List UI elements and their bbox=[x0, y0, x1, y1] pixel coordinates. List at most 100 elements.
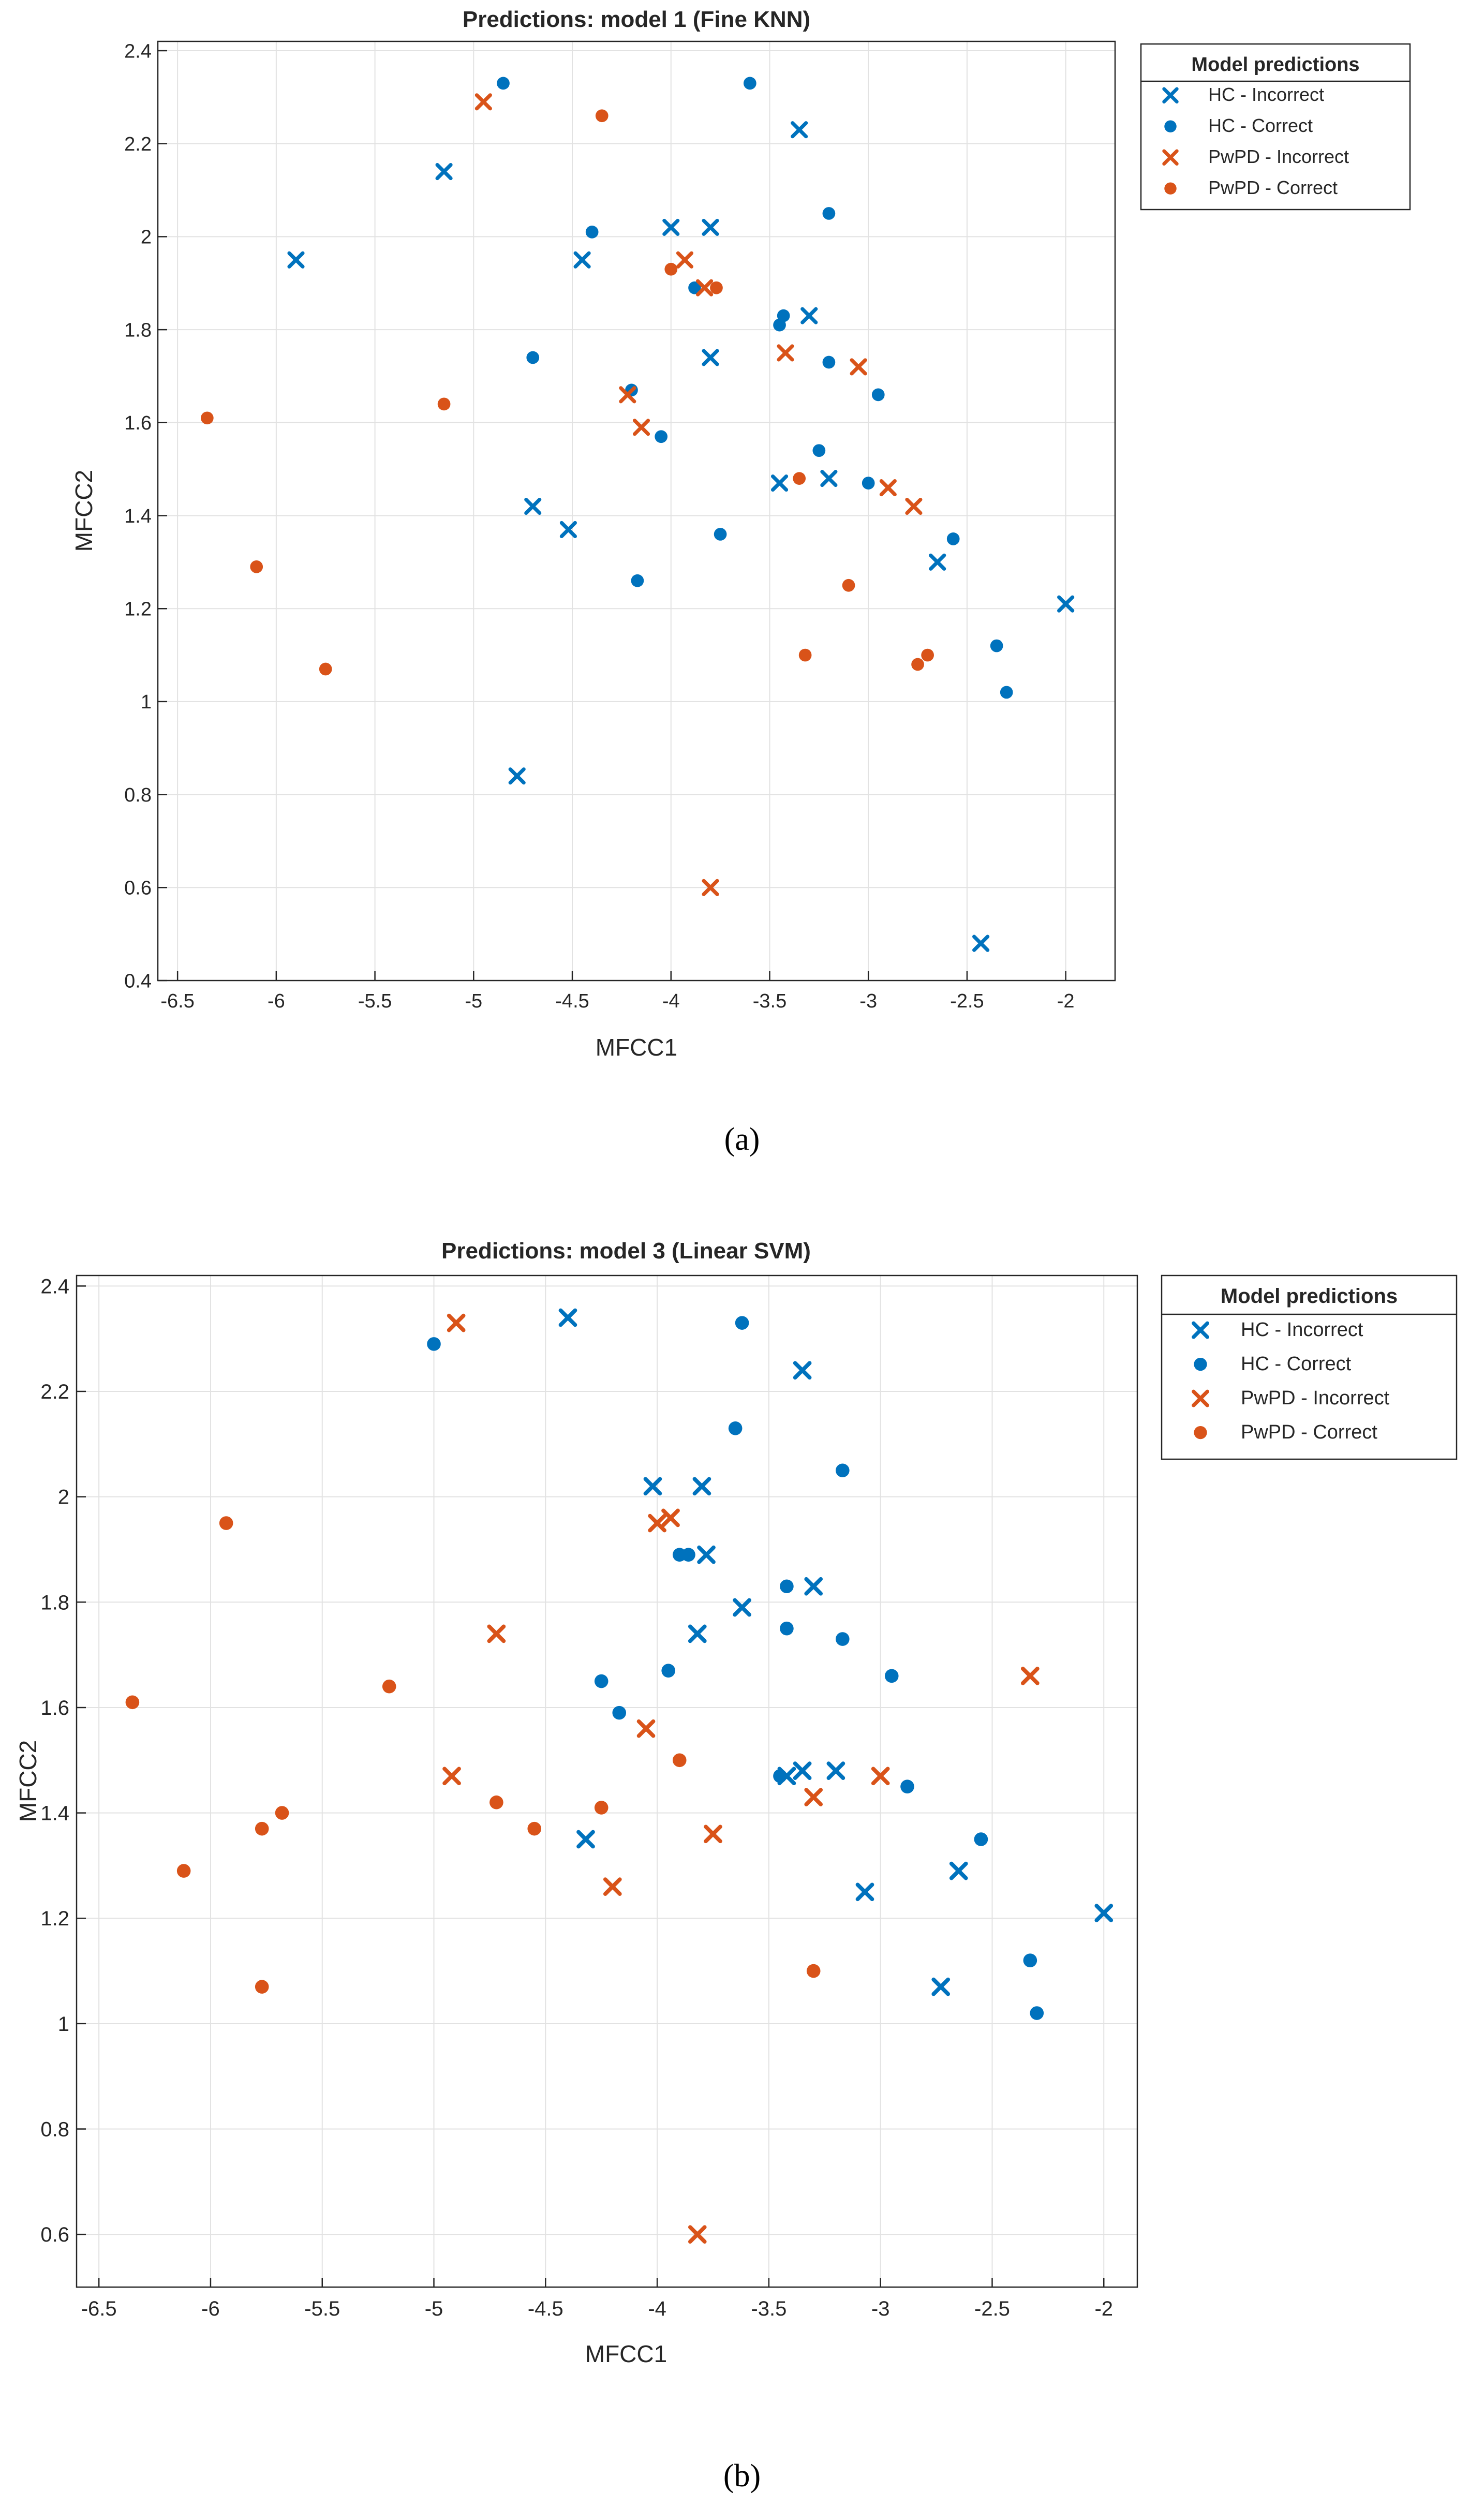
chart-a-point-hc-incorrect: HC - Incorrect (-3.2, 1.48) bbox=[820, 470, 838, 487]
chart-b-legend-label-hc-correct: HC - Correct bbox=[1241, 1353, 1352, 1375]
chart-b-point-hc-incorrect: HC - Incorrect (-2, 1.21) bbox=[1094, 1904, 1114, 1922]
chart-b-point-hc-incorrect: HC - Incorrect (-3.8, 2.02) bbox=[692, 1477, 711, 1496]
chart-b-x-tick-label: -2 bbox=[1094, 2297, 1113, 2320]
chart-b-point-hc-incorrect: HC - Incorrect (-3.35, 1.48) bbox=[793, 1761, 812, 1780]
chart-b-point-hc-correct: HC - Correct (-3.17, 1.73) bbox=[836, 1632, 850, 1646]
chart-b-point-hc-correct: HC - Correct (-3.45, 1.47) bbox=[773, 1769, 787, 1783]
chart-b-x-tick-label: -5 bbox=[425, 2297, 443, 2320]
chart-b-point-pwpd-incorrect: PwPD - Incorrect (-4.72, 1.74) bbox=[487, 1624, 506, 1643]
chart-a-x-tick-label: -3.5 bbox=[753, 990, 786, 1012]
chart-a-point-pwpd-correct: PwPD - Correct (-4, 1.93) bbox=[664, 262, 678, 276]
chart-a-point-pwpd-correct: PwPD - Correct (-3.1, 1.25) bbox=[842, 578, 855, 592]
chart-b-point-pwpd-incorrect: PwPD - Incorrect (-2.33, 1.66) bbox=[1020, 1667, 1040, 1685]
chart-b-legend-marker-hc-correct bbox=[1194, 1357, 1207, 1371]
chart-a-x-tick-label: -2.5 bbox=[950, 990, 984, 1012]
chart-b-point-pwpd-correct: PwPD - Correct (-5.2, 1.64) bbox=[382, 1679, 396, 1694]
chart-b-point-hc-correct: HC - Correct (-3.42, 1.83) bbox=[780, 1579, 794, 1594]
chart-a-point-pwpd-incorrect: PwPD - Incorrect (-4.22, 1.66) bbox=[619, 386, 636, 404]
chart-b-point-pwpd-incorrect: PwPD - Incorrect (-3.94, 1.96) bbox=[661, 1508, 680, 1527]
chart-b-x-axis-label: MFCC1 bbox=[585, 2340, 667, 2367]
chart-b-points: HC - Incorrect (-4.4, 2.34) HC - Incorrec… bbox=[125, 1308, 1114, 2244]
chart-a-point-pwpd-incorrect: PwPD - Incorrect (-4.95, 2.29) bbox=[474, 93, 492, 111]
chart-b-point-hc-incorrect: HC - Incorrect (-3.35, 2.24) bbox=[793, 1361, 812, 1380]
chart-b-point-pwpd-incorrect: PwPD - Incorrect (-4, 1.95) bbox=[648, 1514, 666, 1533]
chart-a-y-tick-label: 1 bbox=[141, 691, 152, 713]
chart-a-y-tick-label: 0.6 bbox=[124, 878, 152, 899]
chart-a-y-tick-label: 1.8 bbox=[124, 319, 152, 341]
chart-b-y-tick-label: 2.4 bbox=[40, 1275, 69, 1298]
chart-b-point-pwpd-correct: PwPD - Correct (-4.72, 1.42) bbox=[489, 1795, 503, 1809]
chart-a-x-tick-label: -6 bbox=[268, 990, 285, 1012]
chart-b-legend-marker-hc-incorrect bbox=[1192, 1321, 1209, 1339]
chart-a-y-tick-label: 2.4 bbox=[124, 40, 152, 62]
chart-b-x-tick-label: -3.5 bbox=[751, 2297, 786, 2320]
chart-b-point-pwpd-correct: PwPD - Correct (-4.25, 1.41) bbox=[594, 1801, 609, 1815]
chart-a-point-hc-incorrect: HC - Incorrect (-3.8, 1.74) bbox=[702, 349, 719, 366]
chart-a-point-pwpd-incorrect: PwPD - Incorrect (-3.05, 1.72) bbox=[850, 358, 867, 376]
chart-a-y-tick-label: 2 bbox=[141, 227, 152, 248]
chart-b-point-hc-incorrect: HC - Incorrect (-2.65, 1.29) bbox=[949, 1861, 968, 1880]
chart-a-point-hc-incorrect: HC - Incorrect (-4.78, 0.84) bbox=[508, 767, 526, 785]
chart-a-y-tick-label: 1.2 bbox=[124, 598, 152, 620]
chart-a-point-hc-incorrect: HC - Incorrect (-2.43, 0.48) bbox=[972, 934, 990, 952]
chart-b-point-hc-incorrect: HC - Incorrect (-4.4, 2.34) bbox=[558, 1308, 577, 1327]
chart-b-plot-area bbox=[76, 1274, 1138, 2288]
chart-a-point-pwpd-correct: PwPD - Correct (-4.35, 2.26) bbox=[595, 109, 609, 123]
chart-a-point-hc-incorrect: HC - Incorrect (-3.35, 2.23) bbox=[791, 121, 808, 139]
chart-a-point-hc-incorrect: HC - Incorrect (-3.45, 1.47) bbox=[770, 474, 789, 492]
chart-b-x-tick-label: -4.5 bbox=[528, 2297, 563, 2320]
chart-a-point-hc-correct: HC - Correct (-3.45, 1.81) bbox=[773, 318, 786, 332]
chart-a-ticks: -6.5 -6 -5.5 -5 -4.5 -4 -3.5 -3 -2.5 -2 0.4 0.6 0.8 1… bbox=[124, 40, 1074, 1012]
chart-b-point-pwpd-correct: PwPD - Correct (-3.9, 1.5) bbox=[672, 1753, 687, 1768]
chart-a-point-hc-incorrect: HC - Incorrect (-3.3, 1.83) bbox=[800, 307, 818, 324]
chart-a-series-hc-incorrect: HC - Incorrect (-5.9, 1.95) HC - Incorrec… bbox=[287, 121, 1075, 952]
chart-a-point-pwpd-incorrect: PwPD - Incorrect (-2.9, 1.46) bbox=[879, 479, 897, 497]
chart-a-grid bbox=[158, 41, 1115, 981]
chart-a-point-hc-correct: HC - Correct (-4.05, 1.57) bbox=[655, 430, 668, 443]
chart-b-point-hc-correct: HC - Correct (-3.65, 2.13) bbox=[728, 1421, 743, 1435]
chart-b-y-tick-label: 0.6 bbox=[40, 2223, 69, 2246]
chart-b-point-hc-incorrect: HC - Incorrect (-2.73, 1.07) bbox=[931, 1977, 951, 1996]
chart-a-point-pwpd-correct: PwPD - Correct (-3.32, 1.1) bbox=[798, 648, 812, 662]
chart-b-point-hc-correct: HC - Correct (-2.95, 1.66) bbox=[884, 1669, 899, 1683]
chart-b-series-pwpd-incorrect: PwPD - Incorrect (-4.9, 2.33) PwPD - Inco… bbox=[442, 1313, 1040, 2244]
chart-a-y-tick-label: 1.6 bbox=[124, 412, 152, 434]
chart-a-legend-label-pwpd-correct: PwPD - Correct bbox=[1208, 177, 1338, 198]
chart-b-title: Predictions: model 3 (Linear SVM) bbox=[441, 1238, 811, 1264]
chart-a-legend-label-hc-incorrect: HC - Incorrect bbox=[1208, 84, 1324, 105]
chart-b-point-pwpd-incorrect: PwPD - Incorrect (-4.05, 1.56) bbox=[636, 1719, 656, 1738]
chart-a-point-hc-correct: HC - Correct (-3.2, 2.05) bbox=[822, 207, 836, 220]
chart-a-legend-entries: HC - Incorrect HC - Correct PwPD - Incorre… bbox=[1162, 84, 1349, 198]
chart-a-legend-marker-pwpd-correct bbox=[1164, 182, 1177, 195]
chart-b-caption: (b) bbox=[723, 2458, 761, 2494]
chart-a-point-hc-incorrect: HC - Incorrect (-5.15, 2.14) bbox=[435, 163, 453, 181]
chart-a-point-pwpd-correct: PwPD - Correct (-5.75, 1.07) bbox=[319, 662, 332, 676]
chart-b-point-hc-incorrect: HC - Incorrect (-3.2, 1.48) bbox=[826, 1761, 845, 1780]
chart-a-y-tick-label: 0.4 bbox=[124, 970, 152, 992]
chart-a-point-pwpd-correct: PwPD - Correct (-2.75, 1.08) bbox=[911, 658, 924, 671]
chart-b-point-pwpd-incorrect: PwPD - Incorrect (-3.82, 0.6) bbox=[688, 2225, 707, 2244]
chart-a-point-pwpd-correct: PwPD - Correct (-3.35, 1.48) bbox=[793, 472, 806, 485]
chart-a-point-hc-incorrect: HC - Incorrect (-4.45, 1.95) bbox=[573, 251, 591, 269]
chart-a-point-hc-correct: HC - Correct (-4.7, 1.74) bbox=[526, 351, 540, 364]
chart-a-series-pwpd-correct: PwPD - Correct (-4.35, 2.26) PwPD - Corre… bbox=[201, 109, 934, 676]
chart-a-plot-area bbox=[157, 40, 1116, 982]
chart-b-legend-marker-pwpd-incorrect bbox=[1192, 1389, 1209, 1407]
chart-b-point-pwpd-correct: PwPD - Correct (-6.35, 1.61) bbox=[125, 1695, 140, 1710]
chart-a-legend-label-pwpd-incorrect: PwPD - Incorrect bbox=[1208, 146, 1349, 167]
chart-b-series-hc-incorrect: HC - Incorrect (-4.4, 2.34) HC - Incorrec… bbox=[558, 1308, 1114, 1996]
chart-b-point-hc-correct: HC - Correct (-3.95, 1.67) bbox=[661, 1664, 675, 1678]
chart-b-y-tick-label: 1.2 bbox=[40, 1907, 69, 1930]
chart-a-x-tick-label: -3 bbox=[859, 990, 877, 1012]
chart-a-point-pwpd-correct: PwPD - Correct (-5.15, 1.64) bbox=[437, 397, 451, 411]
chart-b-x-tick-label: -3 bbox=[871, 2297, 890, 2320]
chart-a-point-hc-correct: HC - Correct (-2.35, 1.12) bbox=[990, 639, 1003, 652]
chart-a-legend: Model predictions HC - Incorrect HC - Cor… bbox=[1140, 43, 1411, 211]
chart-a-point-hc-incorrect: HC - Incorrect (-4.52, 1.37) bbox=[559, 521, 577, 539]
chart-b-point-pwpd-incorrect: PwPD - Incorrect (-3, 1.47) bbox=[871, 1767, 890, 1786]
chart-b-point-hc-correct: HC - Correct (-5, 2.29) bbox=[427, 1337, 441, 1351]
chart-b-x-tick-label: -6 bbox=[201, 2297, 220, 2320]
chart-b-y-axis-label: MFCC2 bbox=[14, 1740, 41, 1822]
chart-a-point-pwpd-correct: PwPD - Correct (-2.7, 1.1) bbox=[921, 648, 934, 662]
